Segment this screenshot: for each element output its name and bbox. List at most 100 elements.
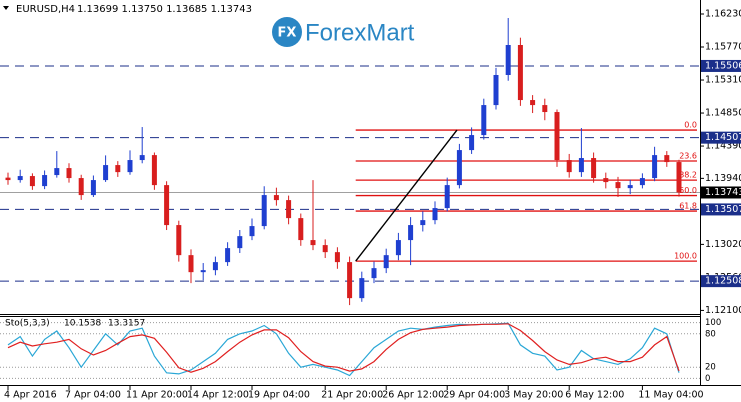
candle-body	[286, 200, 292, 219]
candle-body	[603, 178, 609, 183]
y-tick-label: 100	[705, 318, 721, 328]
logo-name: ForexMart	[305, 19, 415, 46]
candle-body	[395, 240, 401, 256]
candle-body	[652, 155, 658, 179]
candle-body	[66, 168, 72, 179]
level-box	[701, 131, 741, 144]
logo: FX ForexMart	[272, 17, 415, 47]
candle-body	[432, 208, 438, 221]
candle-body	[115, 165, 121, 173]
candle-body	[29, 176, 35, 187]
y-tick-label: 1.14850	[705, 108, 741, 119]
candle-body	[225, 248, 231, 263]
y-tick-label: 1.12100	[705, 305, 741, 316]
candle-body	[5, 177, 11, 181]
candle-body	[359, 278, 365, 299]
candle-body	[322, 245, 328, 253]
indicator-title: Sto(5,3,3)	[5, 319, 50, 329]
candle-body	[42, 175, 48, 187]
x-tick-label: 11 Apr 20:00	[126, 390, 188, 401]
candle-body	[591, 158, 597, 179]
candle-body	[505, 45, 511, 76]
candle-body	[310, 240, 316, 246]
x-tick-label: 19 Apr 04:00	[248, 390, 310, 401]
candle-body	[676, 162, 682, 193]
candle-body	[639, 178, 645, 186]
x-tick-label: 14 Apr 12:00	[187, 390, 249, 401]
candle-body	[383, 255, 389, 269]
current-price-box	[701, 186, 741, 199]
candle-body	[298, 218, 304, 241]
chart-subtitle: 1.13699 1.13750 1.13685 1.13743	[77, 4, 252, 15]
candle-body	[554, 112, 560, 161]
candle-body	[444, 185, 450, 209]
x-tick-label: 26 Apr 12:00	[382, 390, 444, 401]
candle-body	[481, 105, 487, 136]
logo-badge	[272, 17, 302, 47]
y-tick-label: 20	[705, 363, 716, 373]
indicator-value: 13.3157	[108, 319, 145, 329]
logo-icon: FX	[278, 26, 297, 41]
fib-label: 23.6	[679, 151, 697, 160]
y-tick-label: 1.16230	[705, 8, 741, 19]
candle-body	[530, 100, 536, 106]
current-price-label: 1.13743	[705, 187, 741, 198]
x-tick-label: 21 Apr 20:00	[321, 390, 383, 401]
fib-label: 0.0	[684, 121, 697, 130]
candle-body	[139, 155, 145, 161]
candle-body	[261, 195, 267, 227]
y-tick-label: 0	[705, 374, 710, 384]
x-tick-label: 29 Apr 04:00	[443, 390, 505, 401]
candle-body	[176, 225, 182, 256]
menu-triangle	[3, 6, 9, 10]
y-tick-label: 1.14390	[705, 141, 741, 152]
stoch-line	[7, 323, 680, 373]
trend-line	[355, 129, 458, 262]
x-tick-label: 3 May 20:00	[504, 390, 563, 401]
level-box	[701, 59, 741, 72]
fib-label: 61.8	[679, 202, 697, 211]
candle-body	[78, 178, 84, 196]
plot: 0.0 23.6 38.2 50.0 61.8 100.0 1.16230 1.15770 1.…	[0, 8, 741, 401]
y-tick-label: 1.13940	[705, 173, 741, 184]
indicator-value: 10.1538	[64, 319, 101, 329]
candle-body	[103, 165, 109, 181]
candle-body	[273, 195, 279, 201]
x-tick-label: 6 May 12:00	[565, 390, 624, 401]
candle-body	[54, 168, 60, 176]
level-label: 1.13507	[705, 204, 741, 215]
candle-body	[615, 182, 621, 189]
candle-body	[151, 155, 157, 186]
y-tick-label: 1.15310	[705, 75, 741, 86]
level-box	[701, 275, 741, 288]
x-tick-label: 7 Apr 04:00	[65, 390, 121, 401]
y-tick-label: 1.15770	[705, 42, 741, 53]
candle-body	[371, 268, 377, 279]
candle-body	[408, 225, 414, 241]
candle-body	[578, 158, 584, 173]
candle-body	[469, 135, 475, 151]
candle-body	[90, 180, 96, 196]
fib-label: 38.2	[679, 171, 697, 180]
level-box	[701, 203, 741, 216]
candle-body	[200, 270, 206, 273]
level-label: 1.12508	[705, 276, 741, 287]
candle-body	[456, 150, 462, 186]
candle-body	[17, 176, 23, 181]
candle-body	[127, 160, 133, 173]
candle-body	[664, 155, 670, 163]
y-tick-label: 80	[705, 329, 716, 339]
fib-label: 100.0	[674, 252, 697, 261]
candle-body	[420, 220, 426, 226]
candle-body	[627, 185, 633, 189]
candle-body	[493, 75, 499, 106]
x-tick-label: 11 May 04:00	[638, 390, 703, 401]
candle-body	[334, 252, 340, 263]
candle-body	[542, 105, 548, 113]
chart-title: EURUSD,H4	[16, 4, 75, 15]
candle-body	[237, 236, 243, 249]
fib-label: 50.0	[679, 186, 697, 195]
level-label: 1.14507	[705, 132, 741, 143]
